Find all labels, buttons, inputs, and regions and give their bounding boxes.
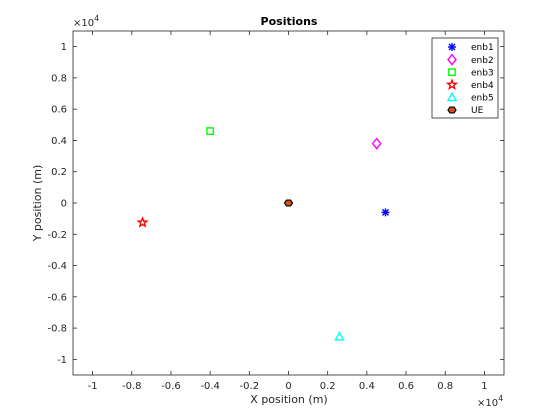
y-tick-label: 1 [61,42,67,53]
x-exponent-power: 4 [498,394,503,403]
x-tick-label: 0.4 [359,381,375,392]
legend-label-enb4: enb4 [471,81,494,91]
y-axis-label: Y position (m) [31,165,44,243]
y-tick-label: 0.2 [51,167,67,178]
y-tick-label: -0.8 [47,324,67,335]
legend-label-ue: UE [471,106,484,116]
y-tick-label: -0.4 [47,261,67,272]
legend-marker-enb5 [446,91,458,102]
data-points [136,127,390,341]
x-tick-label: -0.8 [122,381,142,392]
x-tick-label: -0.6 [161,381,181,392]
legend-box [431,37,499,119]
y-exponent-base: ×10 [73,18,94,29]
x-axis-ticks: -1 -0.8 -0.6 -0.4 -0.2 0 0.2 0.4 0.6 0.8 1 [88,31,488,392]
y-tick-label: -0.2 [47,230,67,241]
point-ue [283,199,294,207]
y-tick-label: -0.6 [47,292,67,303]
legend-marker-enb1 [448,43,456,51]
y-tick-label: 0.8 [51,73,67,84]
x-tick-label: -0.2 [240,381,260,392]
point-enb3 [206,127,215,135]
legend-label-enb2: enb2 [471,56,494,66]
legend-label-enb5: enb5 [471,94,494,104]
chart-title: Positions [261,15,318,28]
legend-marker-enb3 [448,68,456,77]
x-tick-label: 0.8 [437,381,453,392]
point-enb5 [334,331,345,341]
x-axis-exponent: ×104 [477,394,503,409]
y-axis-exponent: ×104 [73,14,99,29]
y-tick-label: 0.6 [51,105,67,116]
x-tick-label: 0.6 [398,381,414,392]
legend: enb1 enb2 enb3 enb4 enb5 UE [431,37,499,119]
legend-marker-enb2 [447,53,457,66]
point-enb2 [371,137,382,150]
x-tick-label: 0.2 [320,381,336,392]
x-exponent-base: ×10 [477,398,498,409]
x-tick-label: -1 [88,381,98,392]
y-tick-label: -1 [57,355,67,366]
y-exponent-power: 4 [94,14,99,23]
point-enb4 [136,216,149,228]
legend-label-enb3: enb3 [471,68,494,78]
x-tick-label: -0.4 [200,381,220,392]
x-tick-label: 1 [481,381,487,392]
x-axis-label: X position (m) [250,393,327,406]
legend-marker-enb4 [445,78,459,91]
x-tick-label: 0 [285,381,291,392]
y-tick-label: 0.4 [51,136,67,147]
y-tick-label: 0 [61,199,67,210]
y-axis-ticks: -1 -0.8 -0.6 -0.4 -0.2 0 0.2 0.4 0.6 0.8 1 [47,42,504,366]
point-enb1 [381,208,390,217]
legend-marker-ue [447,106,457,114]
legend-label-enb1: enb1 [471,43,494,53]
